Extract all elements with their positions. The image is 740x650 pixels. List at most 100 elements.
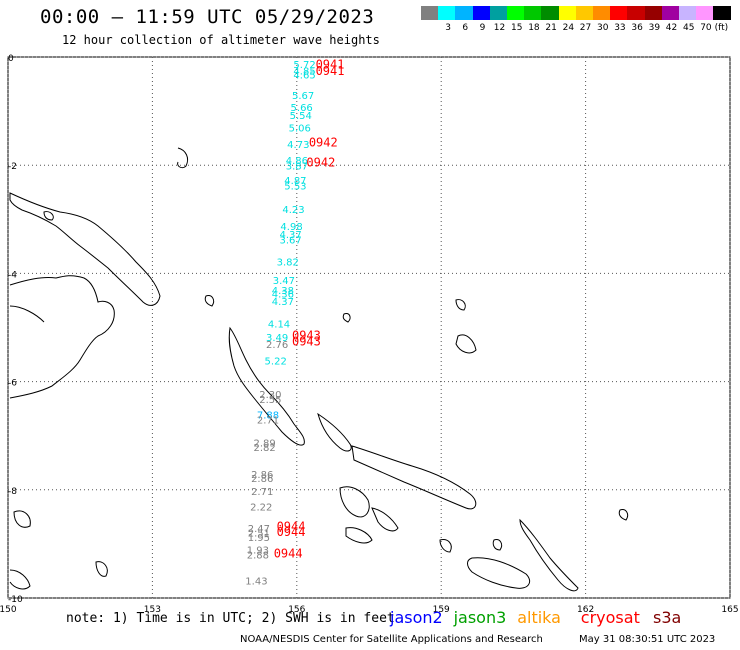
- scale-tick-label: 24: [562, 23, 575, 33]
- island-1: [177, 147, 189, 169]
- island-4: [342, 313, 351, 323]
- wave-height-reading: 2.71: [251, 487, 273, 498]
- wave-height-reading: 2.22: [250, 502, 272, 513]
- wave-height-reading: 1.43: [245, 576, 267, 587]
- satellite-legend-s3a: s3a: [653, 608, 682, 627]
- wave-height-reading: 4.36: [272, 290, 294, 301]
- island-5: [204, 295, 215, 307]
- wave-height-reading: 2.76: [266, 340, 288, 351]
- pass-time-label: 0942: [309, 135, 338, 149]
- footer-note: note: 1) Time is in UTC; 2) SWH is in fe…: [66, 611, 395, 626]
- pass-time-label: 0942: [306, 155, 335, 169]
- scale-swatch: [558, 6, 577, 20]
- scale-tick-label: 27: [579, 23, 592, 33]
- scale-swatch: [644, 6, 663, 20]
- coastline-new-britain: [9, 275, 115, 399]
- pass-time-label: 0944: [277, 525, 306, 539]
- wave-height-reading: 4.38: [272, 286, 294, 297]
- scale-swatch: [455, 6, 474, 20]
- wave-height-reading: 7.88: [257, 410, 279, 421]
- wave-height-reading: 5.67: [292, 91, 314, 102]
- wave-height-reading: 2.55: [259, 395, 281, 406]
- scale-swatch: [610, 6, 628, 20]
- coastline-bougainville: [228, 326, 305, 446]
- island-8: [95, 561, 108, 577]
- lon-tick-label: 162: [577, 605, 594, 615]
- pass-time-label: 0944: [277, 519, 306, 533]
- coastlines: [9, 147, 629, 592]
- wave-height-reading: 2.30: [259, 390, 281, 401]
- scale-tick-label: 36: [631, 23, 643, 33]
- scale-swatch: [421, 6, 439, 20]
- wave-height-reading: 4.86: [286, 156, 308, 167]
- wave-height-reading: 2.51: [248, 528, 270, 539]
- scale-swatch: [507, 6, 525, 20]
- wave-height-reading: 4.73: [287, 140, 309, 151]
- wave-height-reading: 5.22: [265, 356, 287, 367]
- wave-height-reading: 5.66: [291, 103, 313, 114]
- scale-unit-label: (ft): [714, 23, 729, 33]
- wave-height-reading: 3.47: [273, 276, 295, 287]
- scale-tick-label: 70: [700, 23, 712, 33]
- scale-swatch: [696, 6, 714, 20]
- coastline-isabel: [351, 445, 477, 510]
- island-3: [455, 334, 477, 354]
- wave-height-reading: 3.82: [277, 257, 299, 268]
- scale-tick-label: 6: [462, 23, 469, 33]
- coastline-new-georgia: [339, 486, 399, 544]
- scale-swatch: [627, 6, 646, 20]
- wave-height-reading: 2.88: [247, 551, 269, 562]
- island-10: [492, 539, 503, 551]
- wave-height-reading: 4.98: [280, 222, 302, 233]
- island-11: [618, 509, 629, 521]
- generation-timestamp: May 31 08:30:51 UTC 2023: [579, 634, 716, 645]
- wave-height-reading: 4.85: [293, 66, 315, 77]
- scale-tick-label: 18: [528, 23, 540, 33]
- wave-height-reading: 2.89: [253, 439, 275, 450]
- coastline-new-ireland: [9, 192, 161, 306]
- lon-tick-label: 156: [288, 605, 305, 615]
- lat-tick-label: -4: [8, 270, 17, 280]
- lat-tick-label: -6: [8, 379, 17, 389]
- satellite-legend-cryosat: cryosat: [580, 608, 640, 627]
- lon-tick-label: 150: [0, 605, 17, 615]
- pass-time-label: 0941: [316, 64, 345, 78]
- pass-time-label: 0941: [316, 57, 345, 71]
- lat-tick-label: 0: [8, 54, 14, 64]
- scale-swatch: [489, 6, 508, 20]
- island-2: [455, 299, 466, 311]
- wave-height-reading: 5.53: [284, 182, 306, 193]
- scale-tick-label: 39: [648, 23, 661, 33]
- pass-time-label: 0943: [292, 334, 321, 348]
- wave-height-reading: 2.71: [257, 415, 279, 426]
- coastline-guadalcanal: [467, 557, 531, 589]
- lon-tick-label: 153: [144, 605, 161, 615]
- wave-height-reading: 4.37: [272, 297, 294, 308]
- wave-height-reading: 1.95: [248, 533, 270, 544]
- wave-height-reading: 1.93: [247, 546, 269, 557]
- scale-tick-label: 33: [614, 23, 626, 33]
- pass-time-label: 0944: [274, 546, 303, 560]
- lat-tick-label: -10: [8, 595, 23, 605]
- wave-height-reading: 2.86: [251, 470, 273, 481]
- scale-tick-label: 3: [445, 23, 451, 33]
- scale-tick-label: 30: [597, 23, 609, 33]
- island-9: [439, 539, 452, 553]
- scale-swatch: [524, 6, 542, 20]
- scale-tick-label: 21: [545, 23, 557, 33]
- wave-height-reading: 5.54: [290, 111, 312, 122]
- lat-tick-label: -8: [8, 487, 17, 497]
- wave-height-reading: 4.23: [282, 205, 304, 216]
- wave-height-reading: 3.87: [286, 162, 308, 173]
- island-7: [9, 569, 31, 590]
- wave-height-reading: 4.37: [279, 230, 301, 241]
- wave-height-reading: 4.14: [268, 320, 290, 331]
- coastline-choiseul: [317, 412, 352, 452]
- pass-time-label: 0943: [292, 328, 321, 342]
- credit-line: NOAA/NESDIS Center for Satellite Applica…: [240, 634, 543, 645]
- scale-swatch: [593, 6, 611, 20]
- map-frame: [7, 56, 731, 599]
- wave-height-reading: 5.72: [293, 60, 315, 71]
- scale-swatch: [472, 6, 491, 20]
